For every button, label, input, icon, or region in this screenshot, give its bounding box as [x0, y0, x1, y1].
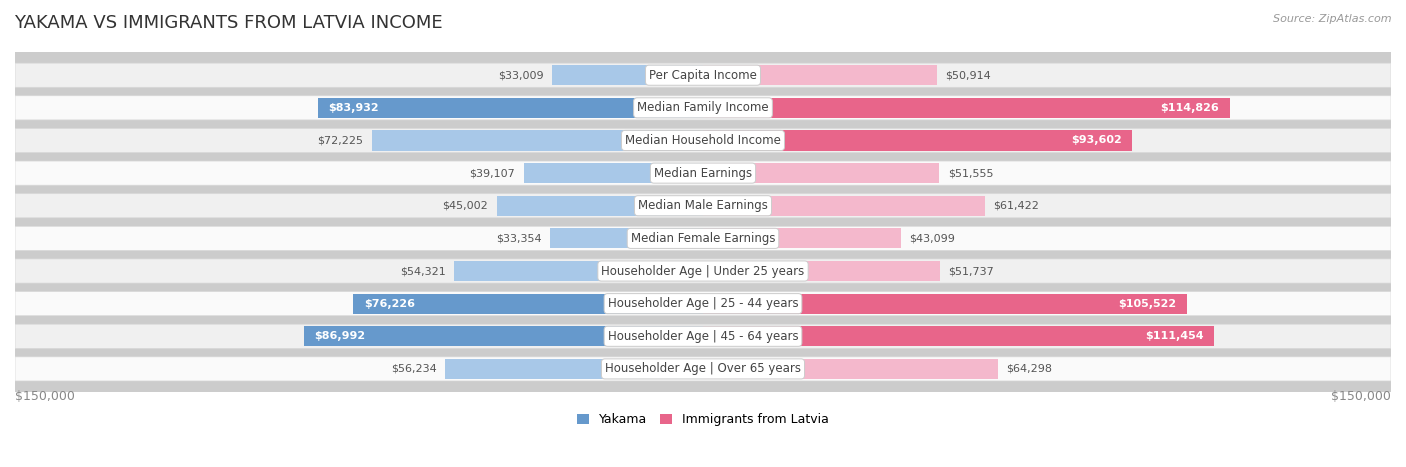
- Text: YAKAMA VS IMMIGRANTS FROM LATVIA INCOME: YAKAMA VS IMMIGRANTS FROM LATVIA INCOME: [14, 14, 443, 32]
- Text: $150,000: $150,000: [15, 390, 75, 403]
- Text: Householder Age | 45 - 64 years: Householder Age | 45 - 64 years: [607, 330, 799, 343]
- Bar: [551, 65, 703, 85]
- FancyBboxPatch shape: [15, 128, 1391, 218]
- Bar: [550, 228, 703, 248]
- FancyBboxPatch shape: [15, 128, 1391, 153]
- FancyBboxPatch shape: [15, 259, 1391, 348]
- FancyBboxPatch shape: [15, 194, 1391, 218]
- Text: $111,454: $111,454: [1146, 331, 1204, 341]
- Bar: [304, 326, 703, 347]
- FancyBboxPatch shape: [15, 291, 1391, 381]
- Text: $86,992: $86,992: [315, 331, 366, 341]
- Bar: [523, 163, 703, 183]
- FancyBboxPatch shape: [15, 63, 1391, 153]
- FancyBboxPatch shape: [15, 161, 1391, 185]
- Text: $64,298: $64,298: [1007, 364, 1052, 374]
- FancyBboxPatch shape: [15, 324, 1391, 348]
- FancyBboxPatch shape: [15, 291, 1391, 316]
- FancyBboxPatch shape: [15, 161, 1391, 250]
- Bar: [703, 98, 1230, 118]
- Bar: [454, 261, 703, 281]
- FancyBboxPatch shape: [15, 324, 1391, 414]
- Text: Median Household Income: Median Household Income: [626, 134, 780, 147]
- Text: $43,099: $43,099: [908, 234, 955, 243]
- Text: Median Female Earnings: Median Female Earnings: [631, 232, 775, 245]
- Bar: [703, 65, 936, 85]
- Text: $51,555: $51,555: [948, 168, 993, 178]
- FancyBboxPatch shape: [15, 96, 1391, 185]
- Text: $150,000: $150,000: [1331, 390, 1391, 403]
- Text: $93,602: $93,602: [1071, 135, 1122, 146]
- Bar: [703, 294, 1187, 314]
- Text: Median Family Income: Median Family Income: [637, 101, 769, 114]
- Legend: Yakama, Immigrants from Latvia: Yakama, Immigrants from Latvia: [576, 413, 830, 426]
- Text: $56,234: $56,234: [391, 364, 437, 374]
- FancyBboxPatch shape: [15, 226, 1391, 250]
- Text: $33,009: $33,009: [498, 70, 543, 80]
- Bar: [703, 163, 939, 183]
- FancyBboxPatch shape: [15, 63, 1391, 87]
- Text: $51,737: $51,737: [949, 266, 994, 276]
- Text: $61,422: $61,422: [993, 201, 1039, 211]
- Bar: [703, 196, 984, 216]
- Text: $50,914: $50,914: [945, 70, 991, 80]
- Text: Median Male Earnings: Median Male Earnings: [638, 199, 768, 212]
- Text: Householder Age | Under 25 years: Householder Age | Under 25 years: [602, 264, 804, 277]
- Text: $54,321: $54,321: [399, 266, 446, 276]
- Bar: [703, 261, 941, 281]
- FancyBboxPatch shape: [15, 259, 1391, 283]
- Text: $33,354: $33,354: [496, 234, 541, 243]
- Text: $45,002: $45,002: [443, 201, 488, 211]
- Text: $83,932: $83,932: [329, 103, 380, 113]
- Bar: [318, 98, 703, 118]
- Text: $76,226: $76,226: [364, 298, 415, 309]
- Bar: [446, 359, 703, 379]
- FancyBboxPatch shape: [15, 96, 1391, 120]
- Bar: [353, 294, 703, 314]
- Bar: [703, 326, 1215, 347]
- Text: Householder Age | 25 - 44 years: Householder Age | 25 - 44 years: [607, 297, 799, 310]
- FancyBboxPatch shape: [15, 226, 1391, 316]
- Text: Householder Age | Over 65 years: Householder Age | Over 65 years: [605, 362, 801, 375]
- Bar: [703, 359, 998, 379]
- Text: $105,522: $105,522: [1119, 298, 1177, 309]
- Text: Per Capita Income: Per Capita Income: [650, 69, 756, 82]
- Bar: [703, 130, 1132, 150]
- Text: $114,826: $114,826: [1160, 103, 1219, 113]
- Bar: [496, 196, 703, 216]
- FancyBboxPatch shape: [15, 357, 1391, 381]
- Bar: [371, 130, 703, 150]
- Text: Median Earnings: Median Earnings: [654, 167, 752, 180]
- Text: $39,107: $39,107: [470, 168, 516, 178]
- Text: Source: ZipAtlas.com: Source: ZipAtlas.com: [1274, 14, 1392, 24]
- FancyBboxPatch shape: [15, 194, 1391, 283]
- Bar: [703, 228, 901, 248]
- Text: $72,225: $72,225: [318, 135, 364, 146]
- FancyBboxPatch shape: [15, 30, 1391, 120]
